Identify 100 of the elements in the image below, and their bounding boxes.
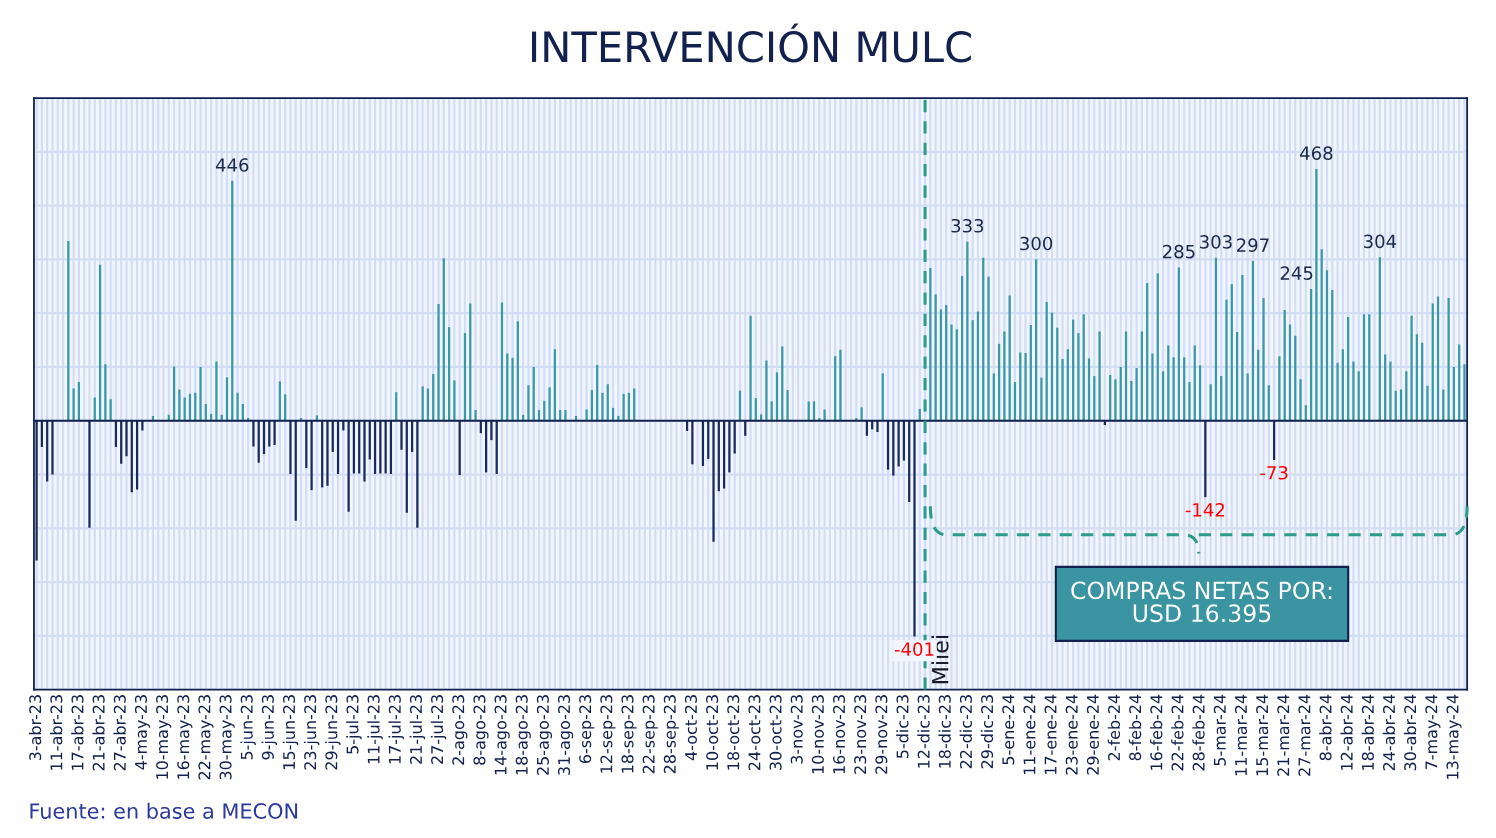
data-label: -142 xyxy=(1185,503,1225,517)
x-tick-label: 22-sep-23 xyxy=(642,695,658,774)
bar xyxy=(1008,295,1011,421)
x-tick-label: 8-ago-23 xyxy=(473,695,489,765)
x-tick-label: 2-ago-23 xyxy=(452,695,468,765)
x-tick-label: 8-abr-24 xyxy=(1319,694,1332,761)
bar xyxy=(860,407,863,421)
x-tick-label: 10-nov-23 xyxy=(811,695,824,774)
x-tick-label: 13-may-24 xyxy=(1446,694,1462,779)
x-tick-label: 28-feb-24 xyxy=(1192,694,1205,771)
bar xyxy=(881,373,884,421)
x-tick-label: 11-abr-23 xyxy=(50,695,63,770)
bar xyxy=(1167,345,1170,421)
x-tick-label: 27-mar-24 xyxy=(1298,694,1311,776)
bar xyxy=(1003,331,1006,421)
bar xyxy=(67,241,70,421)
x-tick-label: 22-feb-24 xyxy=(1171,694,1184,771)
x-tick-label: 30-may-23 xyxy=(219,695,235,780)
data-label: 297 xyxy=(1237,238,1269,252)
bar xyxy=(442,258,445,421)
bar xyxy=(236,392,239,421)
x-tick-label: 11-jul-23 xyxy=(367,695,383,764)
bar xyxy=(516,321,519,421)
x-tick-label: 18-oct-23 xyxy=(727,695,740,770)
x-tick-label: 5-mar-24 xyxy=(1213,694,1226,766)
bar xyxy=(199,366,202,421)
bar xyxy=(437,304,440,421)
bar xyxy=(1331,290,1334,421)
bar xyxy=(1447,298,1450,421)
bar xyxy=(1193,345,1196,421)
x-tick-label: 29-jun-23 xyxy=(325,695,341,770)
x-tick-label: 5-jun-23 xyxy=(240,695,256,760)
chart-title: INTERVENCIÓN MULC xyxy=(532,23,971,63)
x-tick-label: 15-mar-24 xyxy=(1256,694,1269,776)
bar xyxy=(326,420,329,486)
bar xyxy=(98,264,102,421)
bar xyxy=(1077,333,1080,421)
bar xyxy=(1230,284,1233,421)
bar xyxy=(178,389,181,421)
x-tick-label: 30-oct-23 xyxy=(769,695,782,770)
bar xyxy=(231,180,234,421)
x-tick-label: 29-dic-23 xyxy=(980,695,994,769)
x-tick-label: 4-oct-23 xyxy=(684,695,697,761)
x-tick-label: 12-dic-23 xyxy=(917,695,930,768)
x-tick-label: 8-feb-24 xyxy=(1128,694,1142,761)
x-tick-label: 15-jun-23 xyxy=(282,695,299,769)
bar xyxy=(51,420,54,475)
data-label: 446 xyxy=(215,158,249,172)
x-tick-label: 25-ago-23 xyxy=(536,695,553,775)
bar xyxy=(1135,368,1138,421)
bar xyxy=(786,390,789,421)
x-tick-label: 11-ene-24 xyxy=(1023,694,1036,775)
data-label: 304 xyxy=(1364,234,1397,249)
data-label: 333 xyxy=(951,218,984,233)
x-tick-label: 31-ago-23 xyxy=(558,695,574,775)
x-tick-label: 5-ene-24 xyxy=(1002,694,1015,765)
x-tick-label: 3-abr-23 xyxy=(28,695,42,761)
x-tick-label: 27-jul-23 xyxy=(430,695,447,764)
bar xyxy=(1140,331,1143,421)
data-label: 303 xyxy=(1200,235,1232,249)
bar xyxy=(987,276,990,421)
bar xyxy=(1415,334,1418,421)
bar xyxy=(876,420,879,433)
bar xyxy=(834,356,837,421)
source-note: Fuente: en base a MECON xyxy=(30,802,298,819)
bar xyxy=(1177,267,1181,421)
bar xyxy=(527,385,530,421)
x-tick-label: 6-sep-23 xyxy=(579,695,595,764)
bar xyxy=(992,373,995,421)
bar xyxy=(1299,379,1302,421)
annotation: COMPRAS NETAS POR: USD 16.395 xyxy=(1071,581,1332,623)
bar xyxy=(215,361,218,421)
bar xyxy=(1246,373,1249,421)
bar xyxy=(289,420,292,474)
bar xyxy=(1251,261,1255,421)
data-label: 245 xyxy=(1280,266,1313,280)
x-tick-label: 4-may-23 xyxy=(134,695,151,770)
bar xyxy=(1278,356,1281,421)
x-tick-label: 12-abr-24 xyxy=(1340,694,1353,770)
bar xyxy=(728,420,731,473)
bar xyxy=(1288,324,1292,421)
x-tick-label: 21-mar-24 xyxy=(1277,694,1290,776)
bar xyxy=(1188,382,1191,421)
bar xyxy=(1146,283,1149,421)
bar xyxy=(1024,352,1027,421)
bar xyxy=(1389,361,1392,421)
x-tick-label: 18-ago-23 xyxy=(515,695,531,775)
x-tick-label: 24-oct-23 xyxy=(748,695,761,770)
bar xyxy=(1241,275,1244,421)
x-tick-label: 23-jun-23 xyxy=(303,695,320,770)
x-tick-label: 17-jul-23 xyxy=(388,695,404,764)
x-tick-label: 24-abr-24 xyxy=(1382,694,1396,771)
bar xyxy=(1151,353,1154,421)
bar xyxy=(1463,364,1466,421)
bar xyxy=(982,257,985,421)
x-tick-label: 12-sep-23 xyxy=(600,695,616,773)
x-tick-label: 21-jul-23 xyxy=(409,695,426,764)
bar xyxy=(500,302,504,421)
x-tick-label: 2-feb-24 xyxy=(1107,694,1121,761)
bar xyxy=(712,420,715,542)
